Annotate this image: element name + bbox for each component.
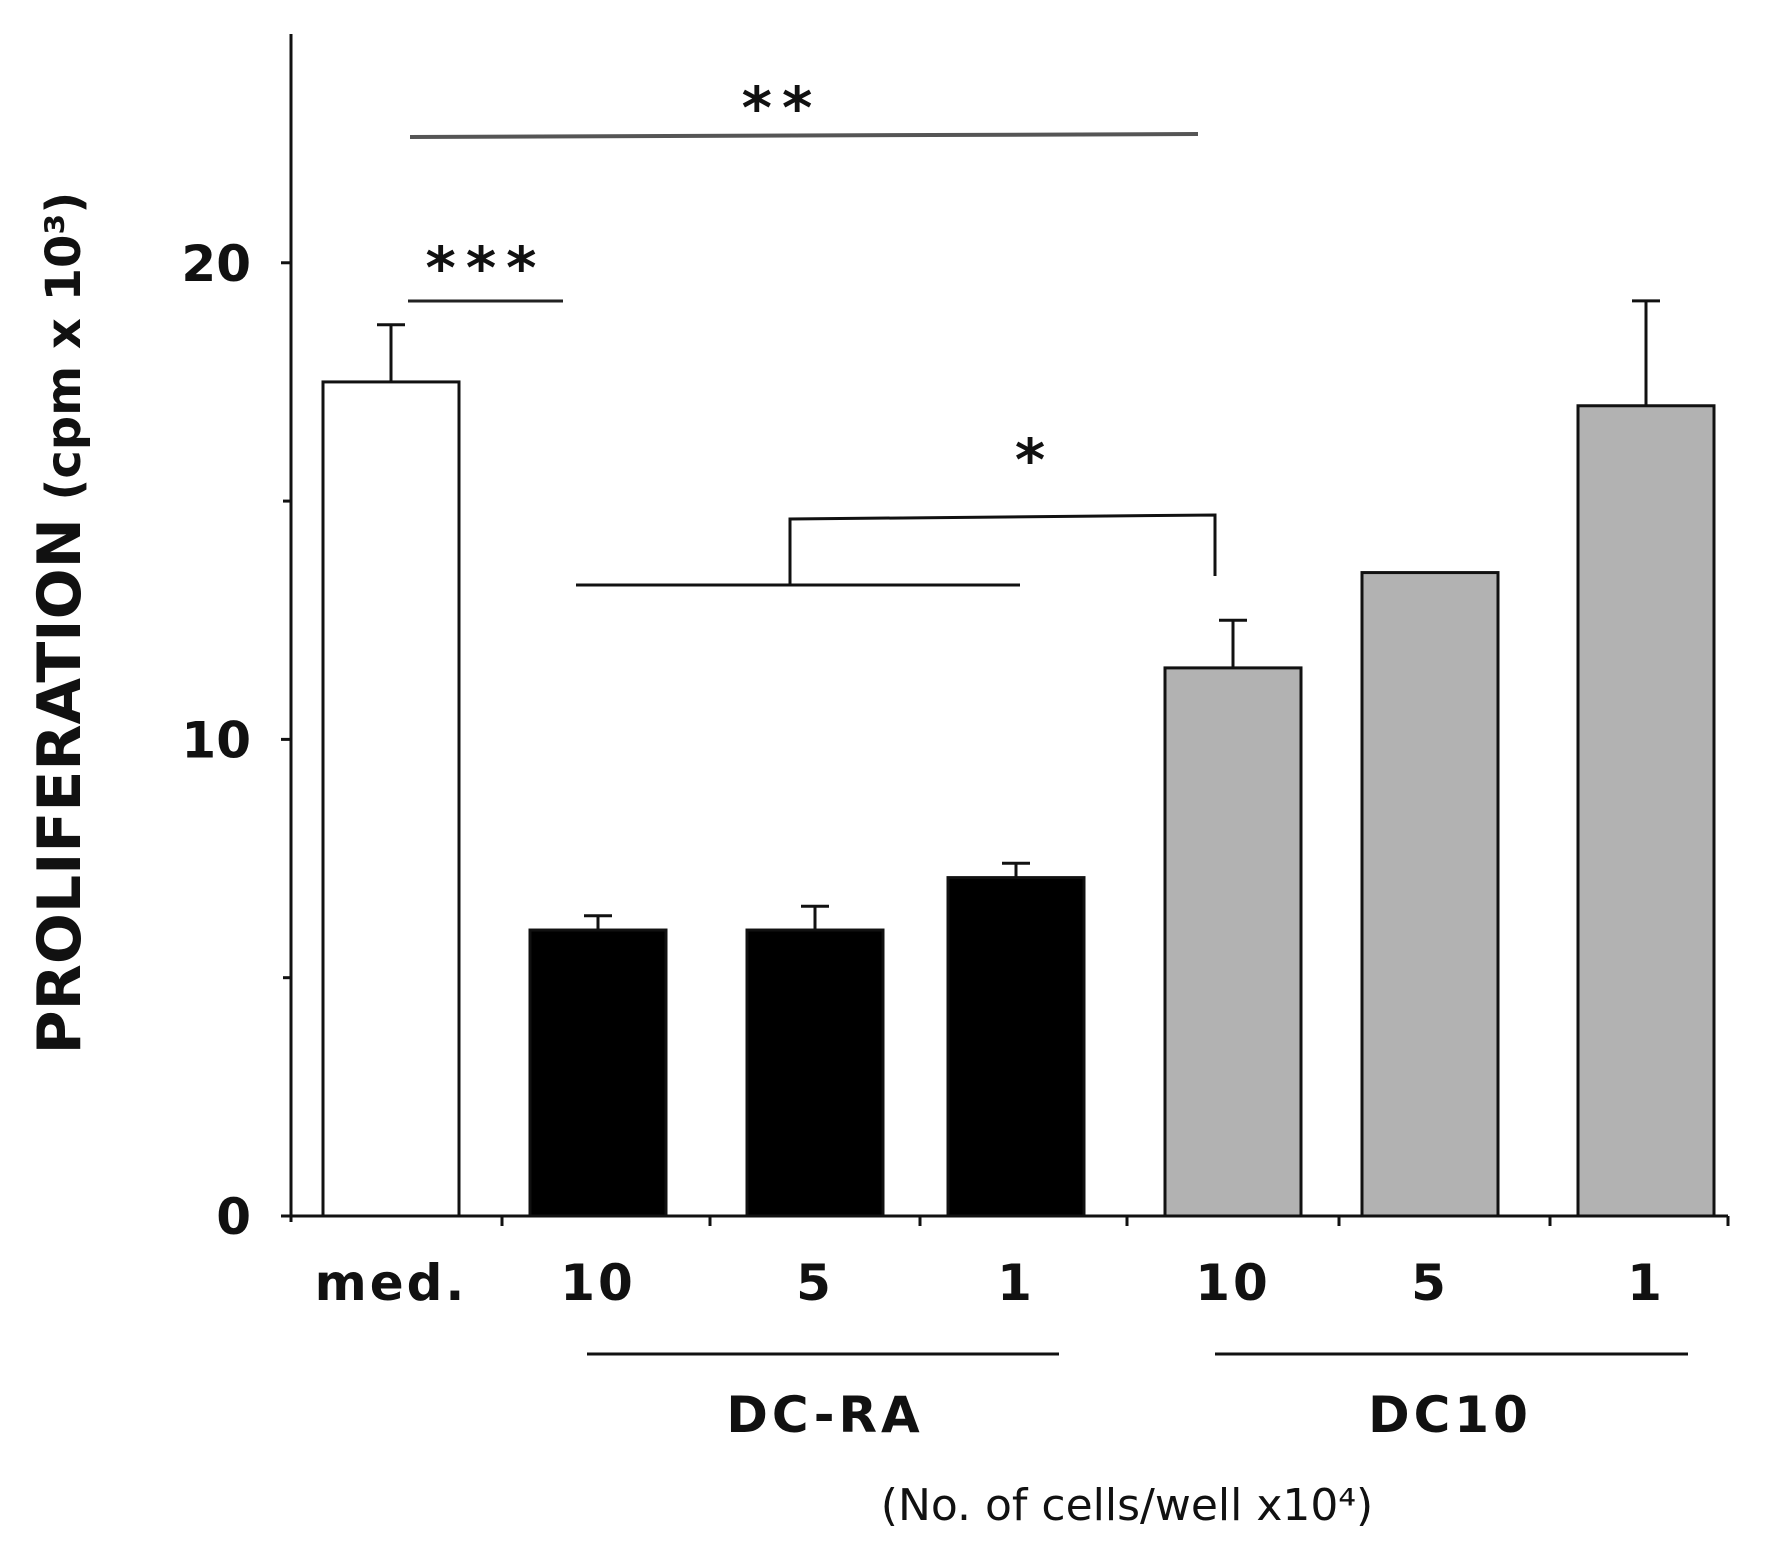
sig-bracket-single-top	[788, 513, 1217, 585]
y-axis-label-main: PROLIFERATION	[25, 518, 95, 1054]
y-tick-label: 0	[216, 1188, 251, 1246]
bar	[1576, 404, 1716, 1218]
x-tick-label: 5	[796, 1254, 834, 1312]
sig-label-single: *	[1015, 426, 1045, 494]
group-label-dc10: DC10	[1368, 1386, 1532, 1444]
sig-line-double	[409, 132, 1199, 139]
x-tick-label: 1	[1627, 1254, 1665, 1312]
x-tick-label: 5	[1411, 1254, 1449, 1312]
group-label-dc-ra: DC-RA	[726, 1386, 923, 1444]
x-axis-label: (No. of cells/well x10⁴)	[881, 1480, 1373, 1531]
bar	[745, 928, 885, 1218]
x-tick-label: 10	[560, 1254, 636, 1312]
x-tick-label: 10	[1195, 1254, 1271, 1312]
sig-label-double: **	[742, 74, 823, 142]
x-tick-label: 1	[997, 1254, 1035, 1312]
x-tick-label: med.	[315, 1254, 468, 1312]
bar	[528, 928, 668, 1218]
bar	[1163, 666, 1303, 1218]
y-axis-label-unit: (cpm x 10³)	[36, 192, 92, 501]
y-axis-label: PROLIFERATION (cpm x 10³)	[25, 192, 95, 1055]
bars-layer	[321, 299, 1716, 1218]
bar	[321, 380, 461, 1218]
y-tick-label: 20	[181, 235, 251, 293]
bar	[1360, 571, 1500, 1218]
sig-label-triple: ***	[426, 234, 547, 302]
bar	[946, 876, 1086, 1218]
y-tick-label: 10	[181, 711, 251, 769]
